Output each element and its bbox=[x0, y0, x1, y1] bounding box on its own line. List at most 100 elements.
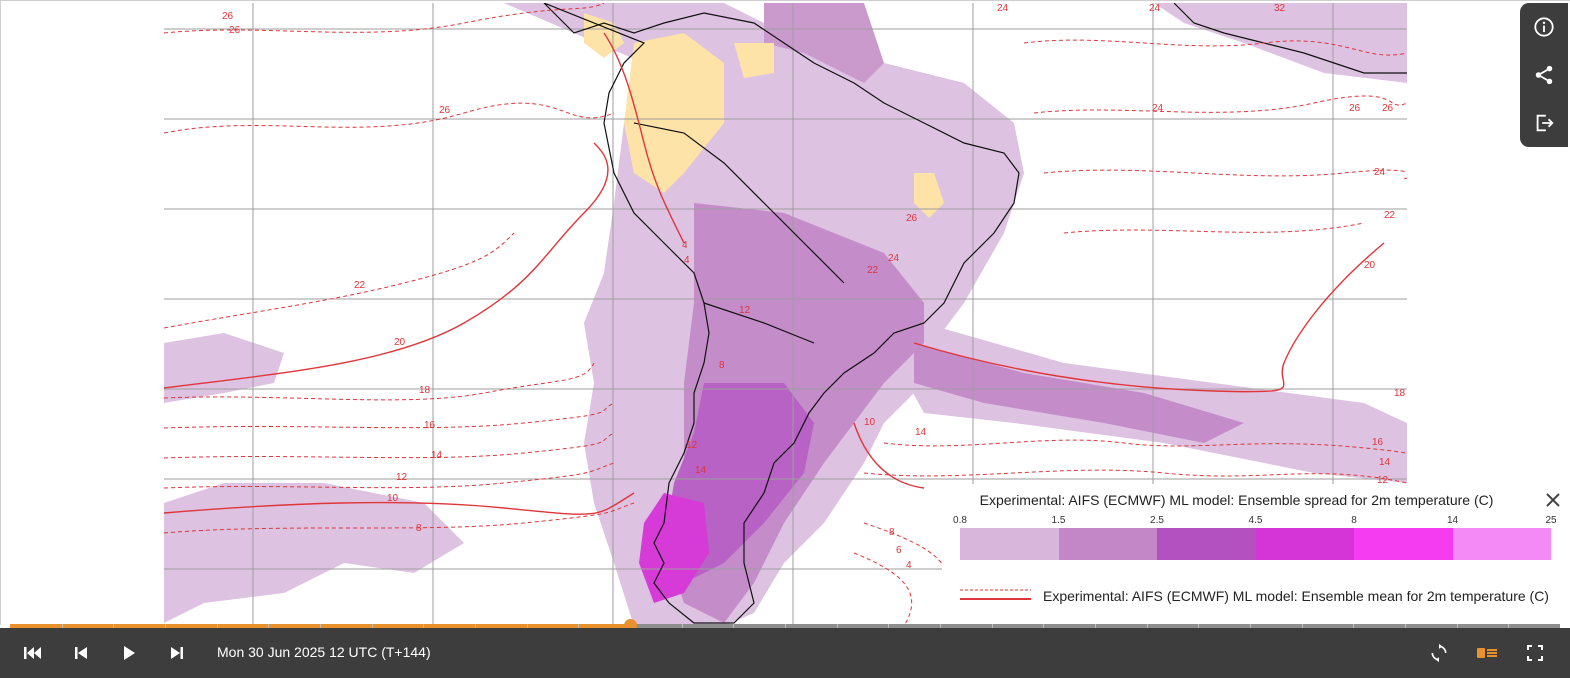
info-button[interactable] bbox=[1524, 7, 1564, 47]
legend-tick-label: 0.8 bbox=[953, 515, 967, 526]
info-icon bbox=[1534, 17, 1554, 37]
legend-swatch-5 bbox=[1452, 528, 1551, 560]
contour-label: 22 bbox=[867, 265, 879, 276]
timeline-tick bbox=[1146, 624, 1148, 628]
contour-label: 26 bbox=[439, 105, 451, 116]
contour-label: 24 bbox=[997, 3, 1009, 14]
timeline-tick bbox=[526, 624, 528, 628]
playback-controls: Mon 30 Jun 2025 12 UTC (T+144) bbox=[0, 628, 1570, 678]
timeline-tick bbox=[578, 624, 580, 628]
contour-label: 24 bbox=[1149, 3, 1161, 14]
contour-label: 24 bbox=[1152, 103, 1164, 114]
timeline-tick bbox=[1508, 624, 1510, 628]
next-frame-button[interactable] bbox=[164, 640, 190, 666]
graticule bbox=[164, 3, 1407, 626]
contour-label: 10 bbox=[864, 417, 876, 428]
share-button[interactable] bbox=[1524, 55, 1564, 95]
contour-label: 6 bbox=[896, 545, 902, 556]
timeline-tick bbox=[888, 624, 890, 628]
timeline-tick bbox=[320, 624, 321, 628]
legend-swatch-1 bbox=[1058, 528, 1157, 560]
export-icon bbox=[1536, 114, 1554, 132]
fullscreen-icon bbox=[1527, 645, 1543, 661]
legend-tick-label: 25 bbox=[1545, 515, 1557, 526]
next-frame-icon bbox=[171, 647, 183, 659]
timeline-tick bbox=[991, 624, 993, 628]
contour-label: 26 bbox=[906, 213, 918, 224]
timeline-tick bbox=[61, 624, 63, 628]
timeline-tick bbox=[836, 624, 838, 628]
map-toolbar bbox=[1520, 3, 1568, 147]
contour-label: 16 bbox=[424, 420, 436, 431]
loop-button[interactable] bbox=[1426, 640, 1452, 666]
timeline-tick bbox=[268, 624, 270, 628]
legend-swatch-4 bbox=[1354, 528, 1453, 560]
contour-label: 26 bbox=[229, 25, 241, 36]
first-frame-button[interactable] bbox=[20, 640, 46, 666]
export-button[interactable] bbox=[1524, 103, 1564, 143]
contour-label: 22 bbox=[354, 280, 366, 291]
legend-mean-label: Experimental: AIFS (ECMWF) ML model: Ens… bbox=[1043, 588, 1549, 604]
timeline-tick bbox=[1405, 624, 1406, 628]
timeline-tick bbox=[940, 624, 941, 628]
contour-label: 26 bbox=[1349, 103, 1361, 114]
play-icon bbox=[124, 646, 135, 660]
timeline-tick bbox=[371, 624, 373, 628]
timeline-tick bbox=[423, 624, 425, 628]
legend-tick-label: 2.5 bbox=[1150, 515, 1164, 526]
timeline-tick bbox=[1095, 624, 1096, 628]
legend-color-bar bbox=[960, 528, 1551, 560]
mean-temperature-contours bbox=[164, 3, 1407, 626]
fullscreen-button[interactable] bbox=[1522, 640, 1548, 666]
coastlines bbox=[543, 3, 1407, 624]
contour-label: 14 bbox=[1379, 457, 1391, 468]
contour-label: 24 bbox=[1374, 167, 1386, 178]
loop-icon bbox=[1431, 643, 1447, 663]
legend-swatch-3 bbox=[1255, 528, 1354, 560]
contour-label: 4 bbox=[684, 255, 690, 266]
map-area[interactable]: 26 26 26 24 24 32 22 22 20 20 24 26 18 16 14 12 10 8 8 6 4 14… bbox=[0, 0, 1570, 626]
contour-label: 12 bbox=[686, 440, 698, 451]
contour-label: 26 bbox=[1382, 103, 1394, 114]
contour-label: 20 bbox=[394, 337, 406, 348]
spread-shading bbox=[164, 3, 1407, 626]
legend-tick-label: 1.5 bbox=[1051, 515, 1066, 526]
previous-frame-button[interactable] bbox=[68, 640, 94, 666]
legend-toggle-icon bbox=[1477, 648, 1497, 658]
contour-label: 16 bbox=[1372, 437, 1384, 448]
contour-label: 12 bbox=[739, 305, 751, 316]
contour-label: 12 bbox=[396, 472, 408, 483]
timeline-tick bbox=[165, 624, 166, 628]
map-legend: Experimental: AIFS (ECMWF) ML model: Ens… bbox=[942, 484, 1570, 626]
mean-line-swatch bbox=[960, 589, 1031, 600]
legend-spread-title: Experimental: AIFS (ECMWF) ML model: Ens… bbox=[979, 492, 1494, 508]
timeline-tick bbox=[113, 624, 115, 628]
contour-label: 22 bbox=[1384, 210, 1396, 221]
mean-temperature-contours-solid bbox=[164, 32, 1385, 515]
valid-time-label: Mon 30 Jun 2025 12 UTC (T+144) bbox=[217, 644, 431, 660]
contour-label: 26 bbox=[222, 11, 234, 22]
contour-label: 8 bbox=[889, 527, 895, 538]
close-icon bbox=[1546, 493, 1560, 507]
first-frame-icon bbox=[24, 647, 41, 659]
legend-toggle-button[interactable] bbox=[1474, 640, 1500, 666]
timeline-tick bbox=[1353, 624, 1355, 628]
timeline-tick bbox=[1250, 624, 1251, 628]
legend-tick-label: 14 bbox=[1446, 515, 1459, 526]
contour-label: 32 bbox=[1274, 3, 1286, 14]
timeline-tick bbox=[733, 624, 735, 628]
play-button[interactable] bbox=[116, 640, 142, 666]
legend-swatch-0 bbox=[960, 528, 1059, 560]
timeline-tick bbox=[681, 624, 683, 628]
contour-label: 4 bbox=[906, 560, 912, 571]
legend-close-button[interactable] bbox=[1543, 490, 1563, 510]
legend-swatch-2 bbox=[1157, 528, 1256, 560]
previous-frame-icon bbox=[75, 647, 87, 659]
legend-tick-label: 8 bbox=[1351, 515, 1357, 526]
timeline-tick bbox=[1043, 624, 1045, 628]
contour-label: 10 bbox=[387, 493, 399, 504]
contour-label: 14 bbox=[915, 427, 927, 438]
contour-label: 20 bbox=[1364, 260, 1376, 271]
